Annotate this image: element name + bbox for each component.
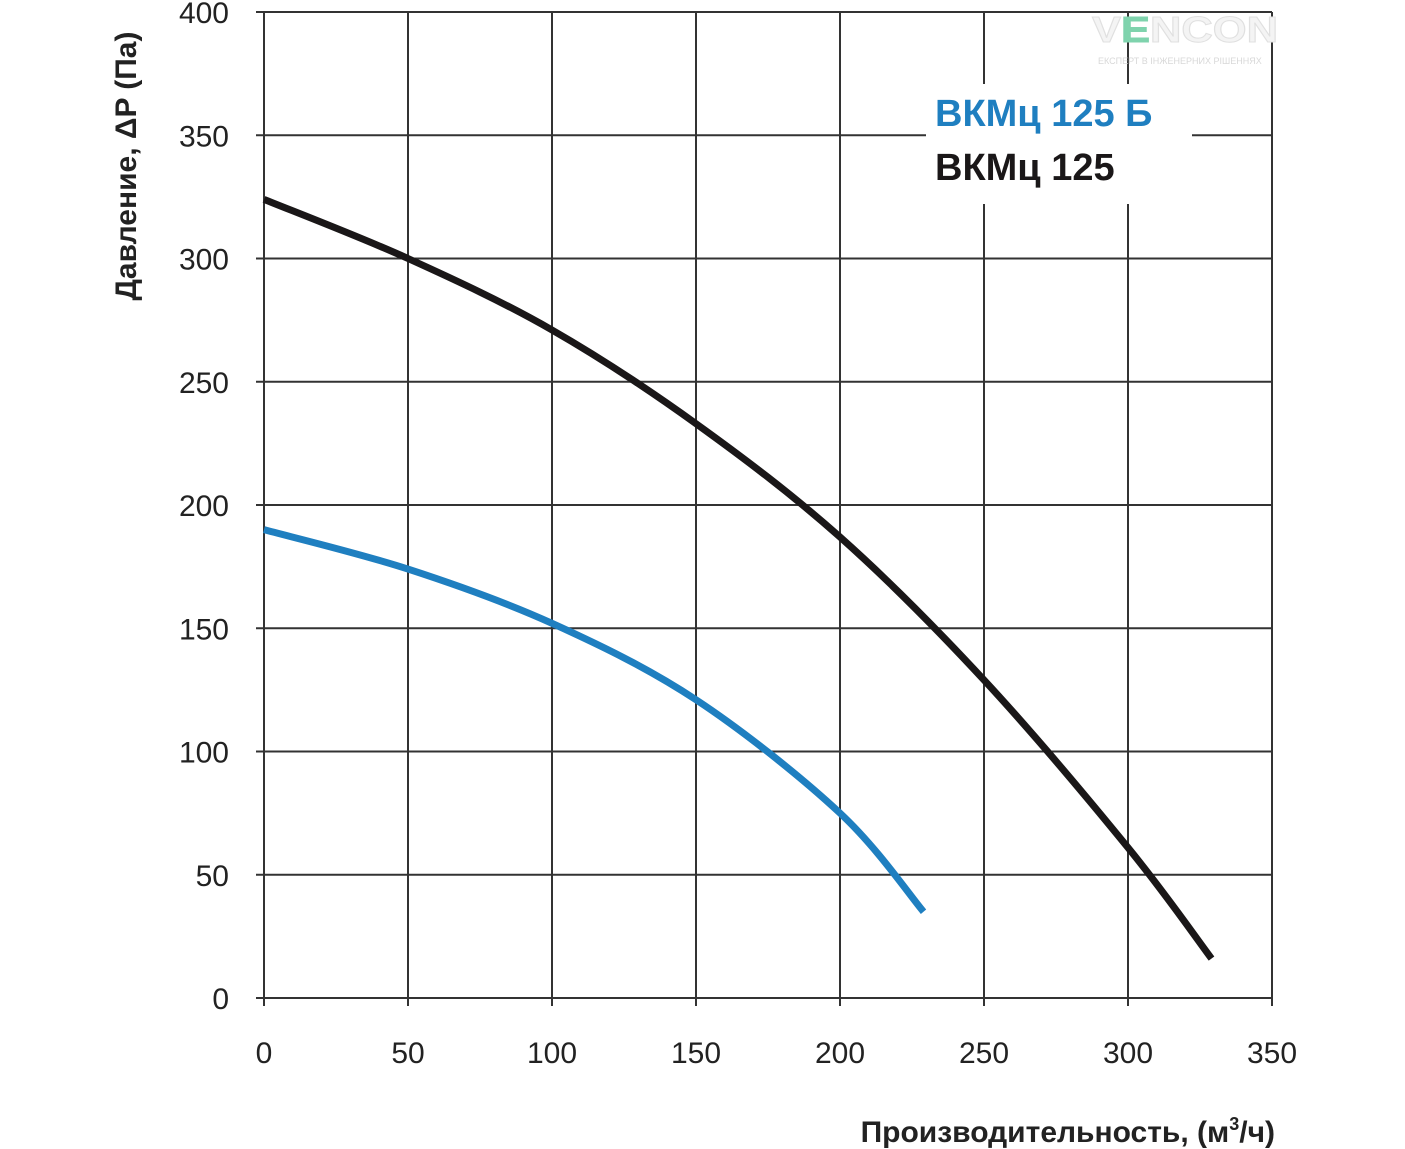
legend-background bbox=[926, 84, 1192, 204]
y-axis-label: Давление, ΔP (Па) bbox=[110, 32, 143, 301]
y-tick-label: 0 bbox=[212, 983, 229, 1016]
logo-letter: N bbox=[1247, 9, 1278, 50]
x-axis-label-sup: 3 bbox=[1229, 1114, 1239, 1134]
logo-letter: E bbox=[1121, 9, 1150, 50]
legend-entry-vkmc-125-b: ВКМц 125 Б bbox=[935, 93, 1152, 135]
logo-letter: V bbox=[1092, 9, 1121, 50]
logo-letter: O bbox=[1213, 9, 1247, 50]
series-lines bbox=[262, 196, 1215, 961]
series-line-0 bbox=[263, 526, 927, 914]
x-tick-label: 250 bbox=[959, 1037, 1009, 1070]
tick-labels: 0 50 100 150 200 250 300 350 0 50 100 150 200 250 300 3… bbox=[179, 0, 1297, 1070]
y-tick-label: 150 bbox=[179, 613, 229, 646]
logo-tagline: ЕКСПЕРТ В ІНЖЕНЕРНИХ РІШЕННЯХ bbox=[1098, 56, 1262, 66]
x-axis-label-main: Производительность, (м bbox=[861, 1116, 1230, 1149]
x-tick-label: 300 bbox=[1103, 1037, 1153, 1070]
x-tick-label: 150 bbox=[671, 1037, 721, 1070]
logo-letter: C bbox=[1181, 9, 1212, 50]
y-tick-label: 300 bbox=[179, 244, 229, 277]
y-tick-label: 50 bbox=[196, 860, 229, 893]
series-line-1 bbox=[262, 196, 1215, 961]
x-axis-label-end: /ч) bbox=[1239, 1116, 1275, 1149]
x-tick-label: 350 bbox=[1247, 1037, 1297, 1070]
y-tick-label: 100 bbox=[179, 737, 229, 770]
x-tick-label: 50 bbox=[391, 1037, 424, 1070]
x-axis-label: Производительность, (м3/ч) bbox=[861, 1114, 1275, 1149]
y-tick-label: 200 bbox=[179, 490, 229, 523]
x-tick-label: 100 bbox=[527, 1037, 577, 1070]
logo-letter: N bbox=[1150, 9, 1181, 50]
x-tick-label: 200 bbox=[815, 1037, 865, 1070]
y-tick-label: 400 bbox=[179, 0, 229, 30]
y-tick-label: 250 bbox=[179, 367, 229, 400]
legend-entry-vkmc-125: ВКМц 125 bbox=[935, 147, 1115, 189]
x-tick-label: 0 bbox=[256, 1037, 273, 1070]
y-tick-label: 350 bbox=[179, 120, 229, 153]
legend: ВКМц 125 Б ВКМц 125 bbox=[926, 84, 1192, 204]
